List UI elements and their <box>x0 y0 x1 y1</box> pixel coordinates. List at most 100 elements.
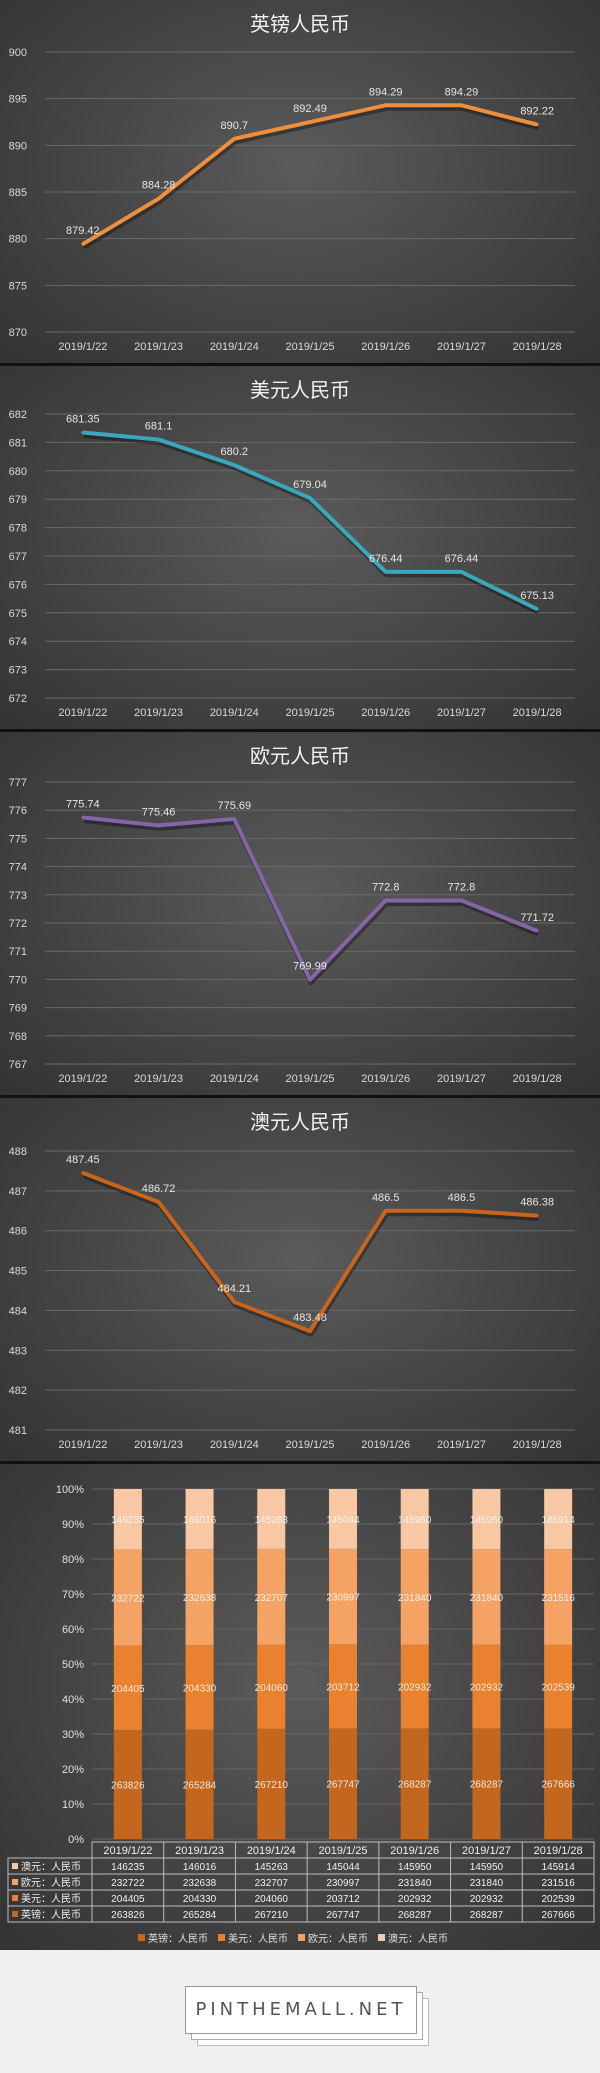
table-column-header: 2019/1/24 <box>247 1845 296 1857</box>
chart-title: 英镑人民币 <box>250 12 350 36</box>
series-line-shadow <box>82 105 539 250</box>
bar-segment <box>472 1644 501 1729</box>
x-tick-label: 2019/1/26 <box>361 1439 410 1451</box>
data-label: 894.29 <box>369 86 403 98</box>
bar-segment <box>400 1549 429 1645</box>
y-tick-label: 777 <box>9 777 27 789</box>
y-tick-label: 486 <box>9 1226 27 1238</box>
bar-segment <box>329 1728 357 1839</box>
x-tick-label: 2019/1/27 <box>437 341 486 353</box>
y-tick-label: 771 <box>9 946 27 958</box>
y-tick-label: 70% <box>62 1589 84 1601</box>
x-tick-label: 2019/1/27 <box>437 1439 486 1451</box>
bar-segment <box>257 1644 286 1729</box>
y-tick-label: 772 <box>9 918 27 930</box>
y-tick-label: 773 <box>9 890 27 902</box>
bar-value-label: 145950 <box>470 1515 504 1526</box>
table-cell: 267210 <box>255 1910 289 1921</box>
chart-title: 美元人民币 <box>250 378 350 402</box>
data-label: 890.7 <box>221 120 249 132</box>
x-tick-label: 2019/1/24 <box>210 707 259 719</box>
data-label: 771.72 <box>520 912 554 924</box>
legend-key <box>378 1934 385 1941</box>
y-tick-label: 675 <box>9 608 27 620</box>
table-cell: 267747 <box>326 1910 360 1921</box>
series-line <box>82 815 538 982</box>
table-cell: 202539 <box>541 1894 575 1905</box>
y-tick-label: 775 <box>9 833 27 845</box>
x-tick-label: 2019/1/22 <box>58 707 107 719</box>
data-point <box>81 816 85 820</box>
data-point <box>535 123 539 127</box>
bar-segment <box>257 1548 286 1645</box>
table-cell: 231516 <box>541 1878 575 1889</box>
data-point <box>535 929 539 933</box>
x-tick-label: 2019/1/26 <box>361 707 410 719</box>
bar-segment <box>544 1489 573 1550</box>
x-tick-label: 2019/1/22 <box>58 1073 107 1085</box>
bar-value-label: 145950 <box>398 1515 432 1526</box>
x-tick-label: 2019/1/22 <box>58 1439 107 1451</box>
bar-value-label: 145263 <box>255 1515 289 1526</box>
table-column-header: 2019/1/26 <box>390 1845 439 1857</box>
data-point <box>157 1200 161 1204</box>
data-label: 894.29 <box>445 86 479 98</box>
bar-segment <box>472 1728 501 1839</box>
y-tick-label: 682 <box>9 409 27 421</box>
chart-title: 欧元人民币 <box>250 744 350 768</box>
bar-value-label: 146235 <box>111 1515 145 1526</box>
bar-value-label: 202932 <box>398 1683 432 1694</box>
x-tick-label: 2019/1/26 <box>361 1073 410 1085</box>
data-label: 680.2 <box>221 446 249 458</box>
x-tick-label: 2019/1/28 <box>513 1073 562 1085</box>
x-tick-label: 2019/1/24 <box>210 1073 259 1085</box>
bar-value-label: 267666 <box>541 1780 575 1791</box>
bar-value-label: 232722 <box>111 1593 145 1604</box>
bar-segment <box>113 1645 142 1731</box>
line-chart-eur: 767 768 769 770 771 772 773 774 775 776 777 2019/1/… <box>9 777 575 1085</box>
data-label: 679.04 <box>293 479 327 491</box>
bar-segment <box>185 1729 214 1839</box>
data-point <box>232 463 236 467</box>
y-tick-label: 768 <box>9 1031 27 1043</box>
y-tick-label: 488 <box>9 1146 27 1158</box>
data-label: 879.42 <box>66 225 100 237</box>
y-tick-label: 885 <box>9 187 27 199</box>
data-point <box>157 197 161 201</box>
data-point <box>308 120 312 124</box>
data-label: 769.99 <box>293 961 327 973</box>
legend-label: 欧元：人民币 <box>308 1933 368 1945</box>
table-cell: 146016 <box>183 1862 217 1873</box>
stacked-bar-chart: 0% 10% 20% 30% 40% 50% 60% 70% 80% 90% 100% 263826 2… <box>7 1484 595 1945</box>
bar-value-label: 231840 <box>470 1593 504 1604</box>
bar-value-label: 145914 <box>541 1515 575 1526</box>
x-tick-label: 2019/1/25 <box>286 1073 335 1085</box>
bar-segment <box>113 1730 142 1839</box>
data-point <box>384 103 388 107</box>
y-tick-label: 676 <box>9 579 27 591</box>
y-tick-label: 30% <box>62 1729 84 1741</box>
line-chart-gbp: 870 875 880 885 890 895 900 2019/1/22 2019/1/23 2… <box>9 47 575 353</box>
legend-label: 美元：人民币 <box>228 1932 288 1945</box>
y-tick-label: 681 <box>9 437 27 449</box>
data-point <box>232 137 236 141</box>
data-label: 486.72 <box>142 1183 176 1195</box>
bar-value-label: 204330 <box>183 1683 217 1694</box>
bar-segment <box>113 1549 142 1646</box>
bar-value-label: 230997 <box>326 1593 360 1604</box>
table-row-header: 欧元：人民币 <box>21 1877 81 1889</box>
y-tick-label: 80% <box>62 1554 84 1566</box>
chart-title: 澳元人民币 <box>250 1110 350 1134</box>
data-point <box>232 1300 236 1304</box>
bar-segment <box>113 1489 142 1550</box>
y-tick-label: 10% <box>62 1799 84 1811</box>
table-legend-key <box>12 1879 18 1885</box>
chart-panel-stacked: 0% 10% 20% 30% 40% 50% 60% 70% 80% 90% 100% 263826 2… <box>0 1464 600 1950</box>
bar-value-label: 204405 <box>111 1684 145 1695</box>
y-tick-label: 100% <box>56 1484 84 1496</box>
bar-value-label: 231840 <box>398 1593 432 1604</box>
bar-segment <box>185 1645 214 1730</box>
bar-segment <box>185 1489 214 1550</box>
data-label: 483.48 <box>293 1312 327 1324</box>
table-cell: 231840 <box>398 1878 432 1889</box>
